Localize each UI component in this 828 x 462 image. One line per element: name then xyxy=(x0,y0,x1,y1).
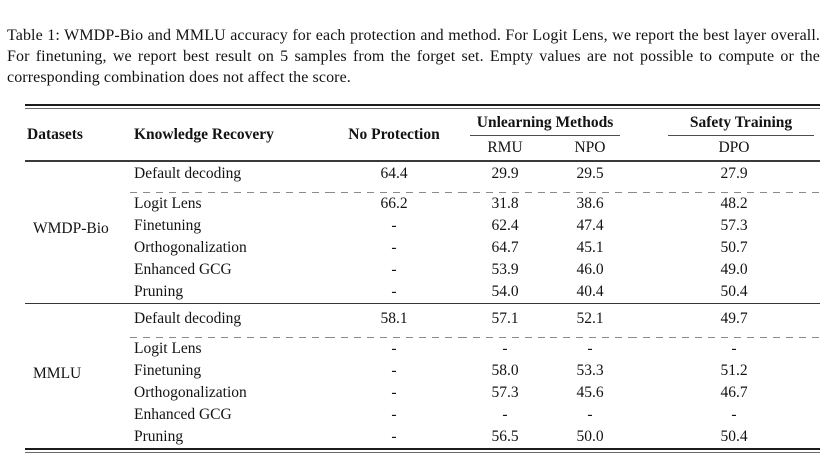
table-header: Datasets Knowledge Recovery No Protectio… xyxy=(25,109,820,162)
method-cell: Finetuning xyxy=(134,362,202,379)
value-cell: 53.3 xyxy=(576,362,604,379)
value-cell: 48.2 xyxy=(720,195,748,212)
value-cell: 29.9 xyxy=(460,161,550,193)
table-row: Finetuning - 62.4 47.4 57.3 xyxy=(25,215,820,237)
table-row: Enhanced GCG - - - - xyxy=(25,404,820,426)
value-cell: 46.7 xyxy=(720,384,748,401)
table-top-rule xyxy=(25,104,820,109)
group-header-safety-training-label: Safety Training xyxy=(668,109,814,136)
value-cell: - xyxy=(502,406,508,423)
value-cell: 66.2 xyxy=(380,195,408,212)
method-cell: Pruning xyxy=(134,428,184,445)
method-cell: Default decoding xyxy=(130,161,328,193)
value-cell: - xyxy=(391,340,397,357)
method-cell: Enhanced GCG xyxy=(134,261,232,278)
group-header-safety-training: Safety Training xyxy=(630,109,820,136)
value-cell: 45.6 xyxy=(576,384,604,401)
value-cell: 29.5 xyxy=(550,161,630,193)
value-cell: 50.0 xyxy=(576,428,604,445)
value-cell: 51.2 xyxy=(720,362,748,379)
value-cell: - xyxy=(391,261,397,278)
value-cell: 57.3 xyxy=(720,217,748,234)
value-cell: 46.0 xyxy=(576,261,604,278)
table-row: Orthogonalization - 57.3 45.6 46.7 xyxy=(25,382,820,404)
column-header-knowledge-recovery: Knowledge Recovery xyxy=(130,109,328,162)
dataset-label-wmdp-bio: WMDP-Bio xyxy=(33,220,109,237)
table-row: Logit Lens - - - - xyxy=(25,338,820,360)
value-cell: 31.8 xyxy=(491,195,519,212)
value-cell: - xyxy=(391,217,397,234)
value-cell: 45.1 xyxy=(576,239,604,256)
table-caption: Table 1: WMDP-Bio and MMLU accuracy for … xyxy=(7,27,820,86)
value-cell: 53.9 xyxy=(491,261,519,278)
table-row: WMDP-Bio Default decoding 64.4 29.9 29.5… xyxy=(25,161,820,237)
value-cell: 62.4 xyxy=(491,217,519,234)
method-cell: Finetuning xyxy=(134,217,202,234)
column-header-dpo: DPO xyxy=(630,136,820,162)
value-cell: 58.0 xyxy=(491,362,519,379)
table-row: Orthogonalization - 64.7 45.1 50.7 xyxy=(25,237,820,259)
section-wmdp-bio: WMDP-Bio Default decoding 64.4 29.9 29.5… xyxy=(25,161,820,304)
value-cell: - xyxy=(587,340,593,357)
value-cell: 52.1 xyxy=(550,303,630,338)
method-cell: Logit Lens xyxy=(134,195,202,212)
table-row: MMLU Default decoding 58.1 57.1 52.1 49.… xyxy=(25,303,820,448)
group-header-unlearning-methods: Unlearning Methods xyxy=(460,109,630,136)
value-cell: - xyxy=(391,384,397,401)
method-cell: Enhanced GCG xyxy=(134,406,232,423)
method-cell: Default decoding xyxy=(130,303,328,338)
table-row: Pruning - 56.5 50.0 50.4 xyxy=(25,426,820,448)
value-cell: 64.7 xyxy=(491,239,519,256)
dataset-label-mmlu: MMLU xyxy=(25,303,130,448)
method-cell: Orthogonalization xyxy=(134,239,247,256)
value-cell: - xyxy=(587,406,593,423)
table-row: Enhanced GCG - 53.9 46.0 49.0 xyxy=(25,259,820,281)
method-cell: Pruning xyxy=(134,283,184,300)
value-cell: 57.1 xyxy=(460,303,550,338)
value-cell: 50.4 xyxy=(720,428,748,445)
column-header-rmu: RMU xyxy=(460,136,550,162)
value-cell: 50.4 xyxy=(720,283,748,300)
results-table-wrapper: Datasets Knowledge Recovery No Protectio… xyxy=(25,104,820,453)
value-cell: 54.0 xyxy=(491,283,519,300)
group-header-unlearning-methods-label: Unlearning Methods xyxy=(470,109,620,136)
value-cell: 50.7 xyxy=(720,239,748,256)
value-cell: - xyxy=(391,428,397,445)
value-cell: - xyxy=(391,283,397,300)
value-cell: 27.9 xyxy=(630,161,820,193)
column-header-npo: NPO xyxy=(550,136,630,162)
column-header-no-protection: No Protection xyxy=(328,109,460,162)
table-row: Logit Lens 66.2 31.8 38.6 48.2 xyxy=(25,193,820,215)
results-table: Datasets Knowledge Recovery No Protectio… xyxy=(25,109,820,448)
method-cell: Logit Lens xyxy=(134,340,202,357)
section-mmlu: MMLU Default decoding 58.1 57.1 52.1 49.… xyxy=(25,303,820,448)
column-header-datasets: Datasets xyxy=(25,109,130,162)
table-row: Finetuning - 58.0 53.3 51.2 xyxy=(25,360,820,382)
value-cell: - xyxy=(391,362,397,379)
value-cell: 49.0 xyxy=(720,261,748,278)
value-cell: 64.4 xyxy=(328,161,460,193)
paper-page: Table 1: WMDP-Bio and MMLU accuracy for … xyxy=(0,16,828,462)
table-row: Pruning - 54.0 40.4 50.4 xyxy=(25,281,820,304)
value-cell: 56.5 xyxy=(491,428,519,445)
value-cell: 57.3 xyxy=(491,384,519,401)
value-cell: - xyxy=(731,340,737,357)
value-cell: 58.1 xyxy=(328,303,460,338)
table-bottom-rule xyxy=(25,448,820,453)
method-cell: Orthogonalization xyxy=(134,384,247,401)
value-cell: - xyxy=(391,406,397,423)
value-cell: 49.7 xyxy=(630,303,820,338)
value-cell: - xyxy=(731,406,737,423)
value-cell: 40.4 xyxy=(576,283,604,300)
value-cell: 47.4 xyxy=(576,217,604,234)
value-cell: - xyxy=(391,239,397,256)
value-cell: - xyxy=(502,340,508,357)
value-cell: 38.6 xyxy=(576,195,604,212)
